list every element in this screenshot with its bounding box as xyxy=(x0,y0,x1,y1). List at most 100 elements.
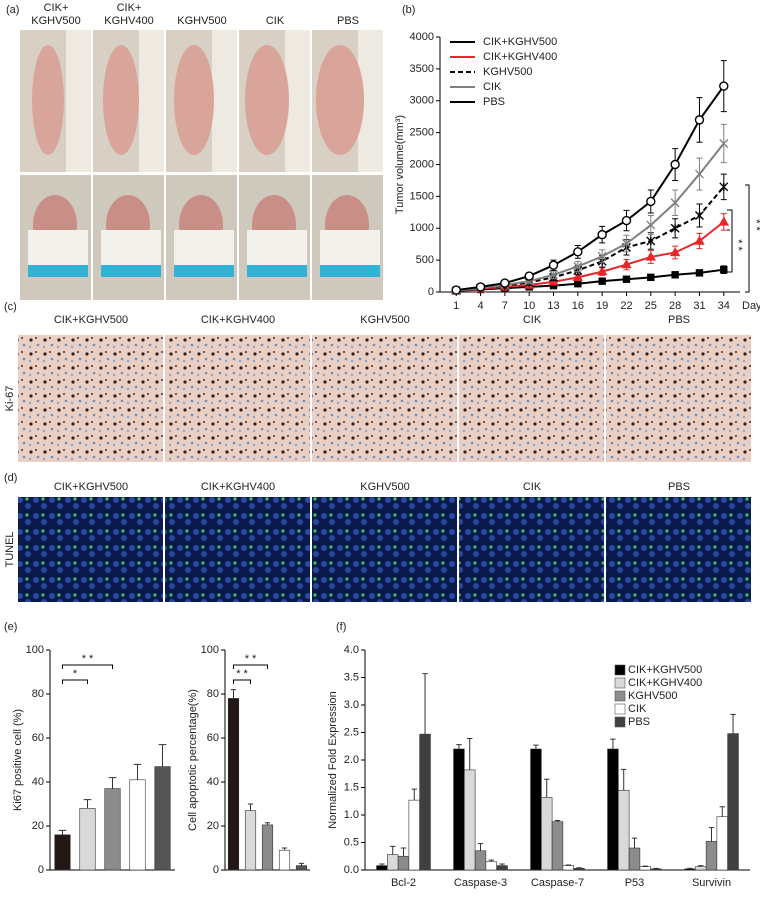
x-tick-label: 19 xyxy=(596,300,608,312)
y-axis-label: Normalized Fold Expression xyxy=(327,691,339,829)
bar xyxy=(79,808,96,871)
ruler-scale xyxy=(101,265,161,277)
bar xyxy=(562,865,574,871)
error-bar xyxy=(400,847,407,857)
bracket xyxy=(233,679,251,684)
error-bar xyxy=(565,864,571,866)
column-label: CIK xyxy=(523,481,542,493)
y-tick-label: 4000 xyxy=(410,31,434,43)
marker xyxy=(572,271,584,282)
legend-label: CIK+KGHV500 xyxy=(628,664,702,676)
error-bar xyxy=(298,862,305,866)
column-label: CIK+KGHV400 xyxy=(201,481,275,493)
ruler-scale xyxy=(247,265,307,277)
photo-label: KGHV500 xyxy=(177,15,227,27)
bar xyxy=(716,816,728,871)
y-tick-label: 40 xyxy=(207,776,219,788)
y-tick-label: 100 xyxy=(26,644,44,656)
bar xyxy=(628,847,641,871)
bar xyxy=(278,849,291,871)
marker xyxy=(719,138,729,148)
ruler xyxy=(212,30,237,172)
y-tick-label: 3.5 xyxy=(344,671,359,683)
micrograph xyxy=(18,335,163,462)
legend-label: KGHV500 xyxy=(628,690,678,702)
y-tick-label: 3000 xyxy=(410,95,434,107)
y-axis-label: Cell apoptotic percentage(%) xyxy=(187,689,199,831)
bracket xyxy=(745,184,750,293)
x-tick-label: 25 xyxy=(645,300,657,312)
marker xyxy=(621,259,632,269)
photo-label: PBS xyxy=(337,15,359,27)
mouse xyxy=(32,45,64,155)
legend-label: CIK+KGHV500 xyxy=(483,36,557,48)
column-label: KGHV500 xyxy=(360,481,410,493)
micrograph xyxy=(165,497,310,602)
bar xyxy=(541,797,553,871)
bar xyxy=(684,868,696,871)
significance: * * xyxy=(245,653,257,665)
x-tick-label: 7 xyxy=(502,300,508,312)
micrograph xyxy=(312,335,457,462)
row-label: TUNEL xyxy=(4,531,16,567)
error-bar xyxy=(58,829,67,835)
marker xyxy=(475,282,486,292)
ruler-scale xyxy=(320,265,380,277)
mouse xyxy=(245,45,289,155)
marker xyxy=(622,275,631,283)
marker xyxy=(524,271,534,281)
column-label: PBS xyxy=(668,481,690,493)
bracket xyxy=(62,664,113,669)
error-bar xyxy=(631,837,638,848)
panel-label: (c) xyxy=(4,301,17,313)
marker xyxy=(646,236,656,246)
marker xyxy=(695,269,704,277)
y-tick-label: 2000 xyxy=(410,158,434,170)
legend-swatch xyxy=(614,703,626,715)
bar xyxy=(419,733,431,871)
y-tick-label: 3.0 xyxy=(344,699,359,711)
panel-label: (f) xyxy=(336,621,346,633)
marker xyxy=(596,266,608,276)
x-axis-label: Day xyxy=(742,300,760,312)
marker xyxy=(598,277,606,285)
error-bar xyxy=(719,806,725,817)
marker xyxy=(451,285,461,295)
y-tick-label: 80 xyxy=(207,688,219,700)
y-tick-label: 0 xyxy=(213,864,219,876)
error-bar xyxy=(554,820,561,822)
marker xyxy=(647,273,655,282)
bar xyxy=(295,865,308,871)
bar xyxy=(464,769,476,871)
significance: * * xyxy=(236,668,248,680)
bar xyxy=(705,841,718,871)
legend-swatch xyxy=(614,677,626,689)
y-axis-label: Ki67 positive cell (%) xyxy=(12,709,24,811)
marker xyxy=(719,182,729,192)
bar xyxy=(639,866,651,871)
legend-label: CIK+KGHV400 xyxy=(628,677,702,689)
error-bar xyxy=(133,763,142,780)
bar xyxy=(376,865,388,871)
bar xyxy=(129,779,146,871)
x-tick-label: Bcl-2 xyxy=(391,877,416,889)
bar xyxy=(408,799,420,871)
x-tick-label: 28 xyxy=(669,300,681,312)
bar xyxy=(573,868,585,871)
x-tick-label: 4 xyxy=(477,300,483,312)
legend-label: KGHV500 xyxy=(483,66,533,78)
marker xyxy=(621,215,632,226)
y-tick-label: 1.5 xyxy=(344,781,359,793)
legend-swatch xyxy=(614,716,626,728)
row-label: Ki-67 xyxy=(4,386,16,412)
y-tick-label: 100 xyxy=(201,644,219,656)
ruler-scale xyxy=(174,265,234,277)
ruler-scale xyxy=(28,265,88,277)
bar xyxy=(387,854,399,871)
series-line xyxy=(456,221,725,292)
legend-label: CIK xyxy=(483,81,502,93)
marker xyxy=(573,247,583,257)
marker xyxy=(646,220,656,230)
ruler xyxy=(66,30,91,172)
